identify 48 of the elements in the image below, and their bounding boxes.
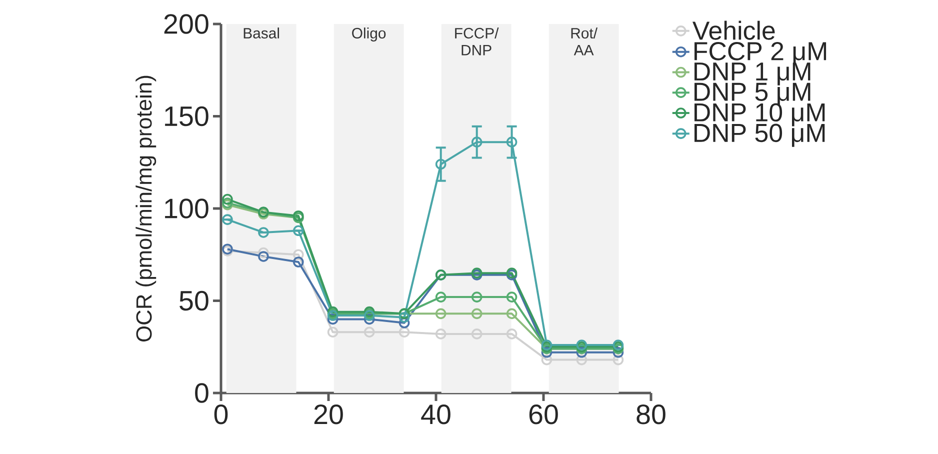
x-tick-label: 0 [214, 404, 228, 424]
point [258, 247, 269, 258]
point [293, 256, 304, 268]
point [293, 249, 304, 260]
point [222, 214, 233, 225]
y-tick-label: 200 [164, 14, 208, 34]
y-tick-label: 150 [165, 106, 208, 126]
point [222, 194, 233, 205]
point [398, 312, 410, 323]
x-tick-label: 60 [529, 404, 558, 424]
band-label: FCCP/ DNP [455, 28, 499, 56]
legend-label: Vehicle [692, 20, 775, 40]
point [612, 347, 624, 358]
point [506, 136, 518, 148]
point [435, 292, 446, 302]
point [506, 292, 518, 302]
point [576, 354, 588, 366]
x-tick-label: 40 [421, 404, 450, 424]
band-label: Rot/ AA [571, 28, 598, 56]
point [471, 308, 482, 320]
point [435, 328, 446, 340]
point [612, 354, 624, 366]
point [364, 314, 375, 325]
point [327, 314, 338, 325]
point [471, 292, 482, 302]
y-tick-label: 50 [180, 290, 208, 311]
band-label: Oligo [352, 28, 386, 42]
point [471, 136, 482, 148]
point [576, 347, 588, 358]
point [258, 251, 269, 262]
y-tick-label: 100 [165, 198, 208, 218]
point [435, 308, 446, 320]
point [506, 308, 518, 320]
point [258, 227, 269, 238]
point [541, 354, 552, 366]
point [293, 225, 304, 236]
point [435, 158, 446, 170]
x-tick-label: 80 [636, 404, 666, 424]
point [398, 326, 410, 338]
point [471, 328, 482, 340]
band-label: Basal [244, 28, 279, 38]
point [541, 347, 552, 358]
point [364, 326, 375, 338]
y-tick-label: 0 [195, 383, 208, 403]
x-tick-label: 20 [314, 404, 343, 424]
y-axis-title: OCR (pmol/min/mg protein) [136, 76, 156, 342]
point [327, 326, 338, 338]
point [506, 328, 518, 340]
